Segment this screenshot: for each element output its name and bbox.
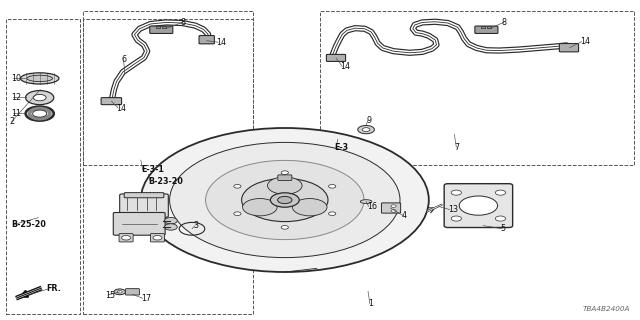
- Circle shape: [358, 125, 374, 134]
- Bar: [83, 19, 253, 314]
- Text: 14: 14: [116, 104, 127, 113]
- Circle shape: [242, 179, 328, 222]
- FancyBboxPatch shape: [120, 194, 168, 217]
- Text: 14: 14: [340, 62, 351, 71]
- Bar: [488, 26, 491, 28]
- FancyBboxPatch shape: [199, 36, 214, 44]
- Ellipse shape: [360, 200, 372, 204]
- Bar: [481, 26, 485, 28]
- Text: 11: 11: [12, 109, 22, 118]
- Circle shape: [170, 142, 400, 258]
- Circle shape: [391, 205, 396, 207]
- Text: 12: 12: [12, 93, 22, 102]
- Ellipse shape: [27, 75, 52, 82]
- Bar: [83, 11, 253, 165]
- Bar: [163, 26, 166, 28]
- Text: 4: 4: [402, 212, 407, 220]
- Text: 15: 15: [106, 291, 116, 300]
- Circle shape: [281, 226, 289, 229]
- Circle shape: [268, 177, 302, 194]
- Text: 16: 16: [367, 202, 377, 211]
- Text: 1: 1: [368, 300, 373, 308]
- Circle shape: [451, 216, 461, 221]
- Circle shape: [495, 216, 506, 221]
- Circle shape: [153, 236, 162, 240]
- Circle shape: [205, 160, 364, 240]
- Circle shape: [117, 291, 122, 293]
- Text: 14: 14: [580, 37, 590, 46]
- Circle shape: [33, 94, 46, 101]
- Circle shape: [26, 91, 54, 105]
- Text: E-3: E-3: [334, 143, 348, 152]
- FancyBboxPatch shape: [278, 175, 292, 180]
- Text: 2: 2: [10, 117, 15, 126]
- Text: FR.: FR.: [46, 284, 61, 293]
- FancyBboxPatch shape: [150, 234, 164, 242]
- Circle shape: [362, 128, 370, 132]
- Text: 13: 13: [448, 205, 458, 214]
- Text: B-23-20: B-23-20: [148, 177, 183, 186]
- Circle shape: [328, 185, 336, 188]
- Circle shape: [281, 171, 289, 174]
- Text: 9: 9: [366, 116, 371, 124]
- Bar: [156, 26, 160, 28]
- Circle shape: [122, 236, 131, 240]
- FancyBboxPatch shape: [113, 212, 165, 235]
- FancyBboxPatch shape: [101, 98, 122, 105]
- Circle shape: [391, 210, 396, 212]
- Text: 3: 3: [193, 221, 198, 230]
- Circle shape: [495, 190, 506, 195]
- FancyBboxPatch shape: [124, 193, 164, 198]
- Text: B-25-20: B-25-20: [12, 220, 46, 229]
- Circle shape: [460, 196, 498, 215]
- Circle shape: [451, 190, 461, 195]
- Text: TBA4B2400A: TBA4B2400A: [583, 306, 630, 312]
- Text: 14: 14: [216, 38, 227, 47]
- Circle shape: [164, 218, 177, 224]
- FancyBboxPatch shape: [119, 234, 133, 242]
- Circle shape: [234, 185, 241, 188]
- Circle shape: [33, 110, 47, 117]
- FancyBboxPatch shape: [444, 184, 513, 228]
- Circle shape: [271, 193, 300, 207]
- FancyBboxPatch shape: [559, 44, 579, 52]
- Circle shape: [292, 198, 327, 216]
- Circle shape: [234, 212, 241, 215]
- Circle shape: [278, 196, 292, 204]
- Text: 6: 6: [122, 55, 127, 64]
- Bar: [6, 19, 80, 314]
- FancyBboxPatch shape: [125, 289, 140, 295]
- Text: E-3-1: E-3-1: [141, 165, 164, 174]
- FancyBboxPatch shape: [475, 26, 498, 34]
- Text: 8: 8: [180, 18, 186, 27]
- Text: 10: 10: [12, 74, 22, 83]
- FancyBboxPatch shape: [150, 26, 173, 34]
- Circle shape: [164, 224, 177, 230]
- Circle shape: [114, 289, 125, 295]
- Text: 8: 8: [502, 18, 507, 27]
- Text: 5: 5: [500, 224, 506, 233]
- FancyBboxPatch shape: [326, 54, 346, 61]
- Circle shape: [141, 128, 429, 272]
- Text: 7: 7: [454, 143, 460, 152]
- Circle shape: [328, 212, 336, 215]
- Ellipse shape: [20, 73, 59, 84]
- FancyBboxPatch shape: [381, 203, 401, 213]
- Circle shape: [26, 107, 54, 121]
- Circle shape: [243, 198, 277, 216]
- Bar: [320, 11, 634, 165]
- Text: 17: 17: [141, 294, 151, 303]
